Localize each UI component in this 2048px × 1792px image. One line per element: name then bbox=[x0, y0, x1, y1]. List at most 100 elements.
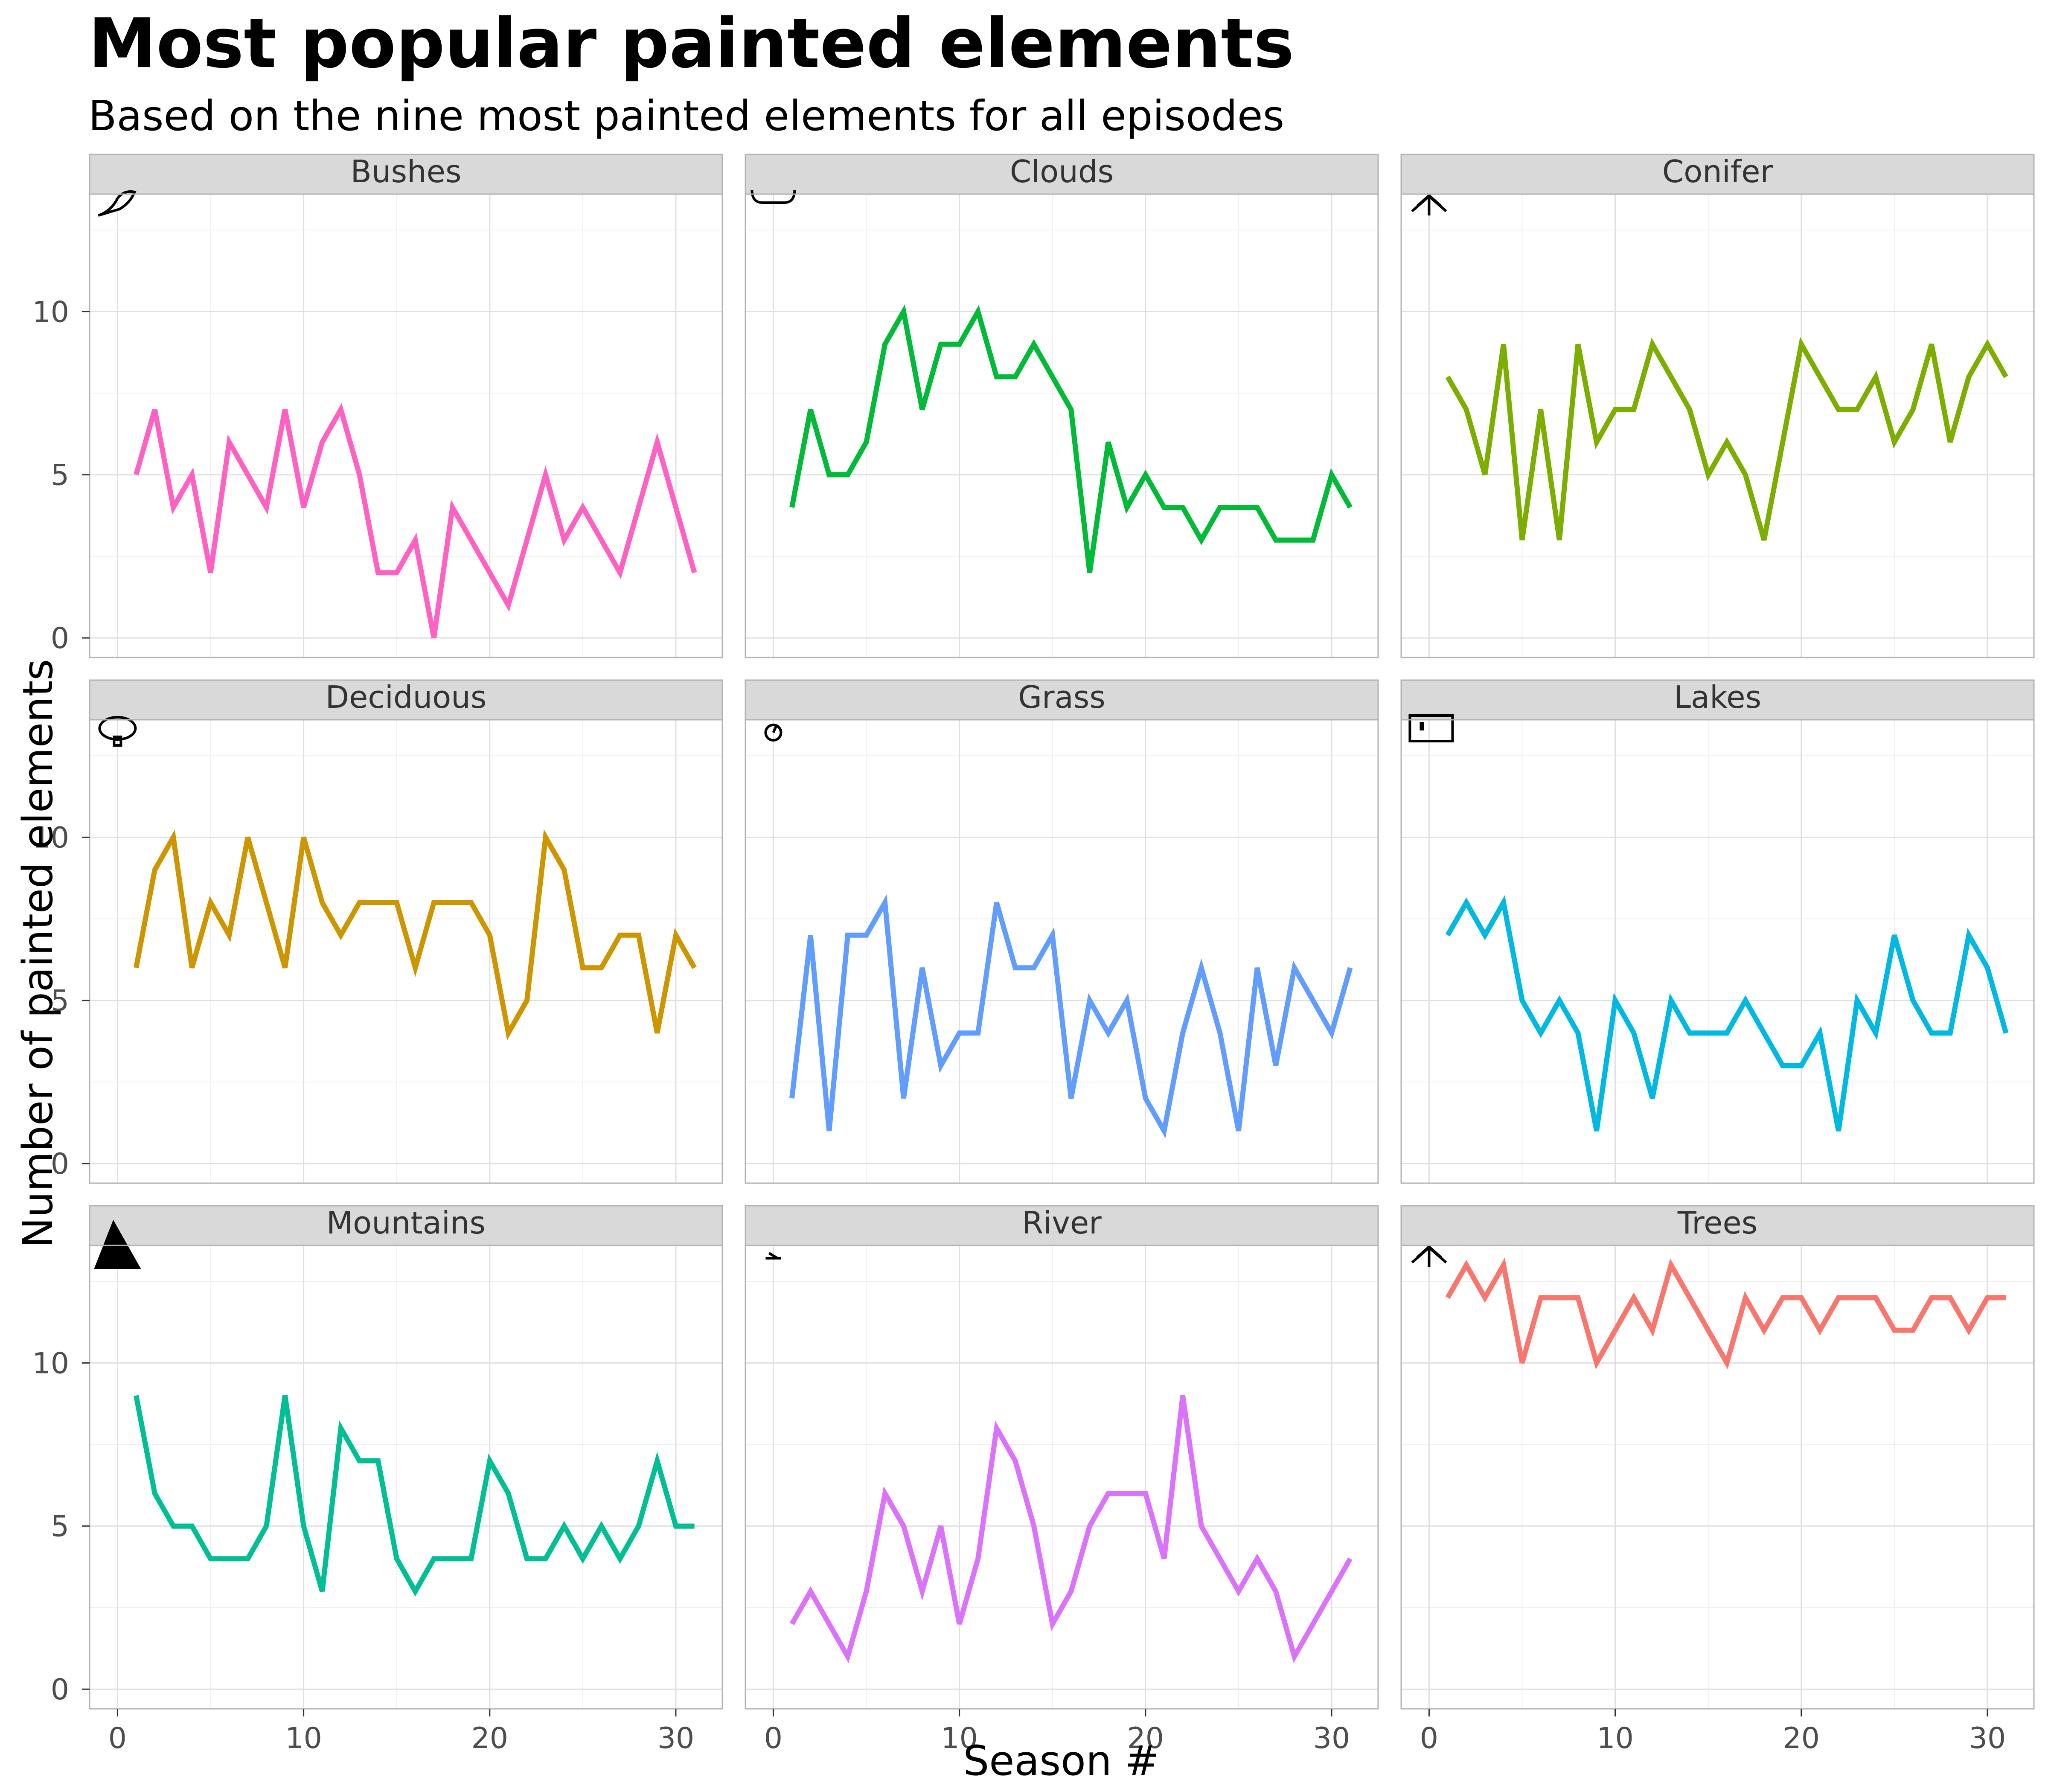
data-point bbox=[674, 1524, 678, 1528]
data-point bbox=[1707, 473, 1710, 477]
data-point bbox=[1967, 934, 1970, 937]
tree-icon bbox=[1411, 1245, 1447, 1267]
data-point bbox=[1893, 1329, 1896, 1332]
panel-background bbox=[745, 720, 1378, 1183]
data-point bbox=[655, 440, 659, 444]
data-point bbox=[246, 1557, 250, 1560]
x-tick-label: 10 bbox=[1597, 1722, 1634, 1755]
data-point bbox=[1330, 473, 1333, 477]
data-point bbox=[1502, 343, 1505, 346]
x-tick-label: 30 bbox=[657, 1722, 695, 1755]
data-point bbox=[506, 604, 510, 607]
data-point bbox=[1651, 343, 1654, 346]
data-point bbox=[1032, 1524, 1036, 1528]
panel-background bbox=[90, 194, 722, 657]
data-point bbox=[1293, 538, 1296, 542]
data-point bbox=[562, 538, 566, 542]
panel-border bbox=[89, 1245, 723, 1710]
data-point bbox=[902, 310, 905, 313]
data-point bbox=[790, 1622, 794, 1626]
data-point bbox=[920, 408, 924, 411]
data-point bbox=[846, 1655, 849, 1658]
series-line-trees bbox=[1445, 1257, 2006, 1370]
data-point bbox=[544, 473, 547, 477]
data-point bbox=[544, 1557, 547, 1560]
data-point bbox=[1274, 538, 1277, 542]
data-point bbox=[655, 1031, 659, 1035]
data-point bbox=[790, 506, 794, 509]
data-point bbox=[153, 1492, 157, 1495]
data-point bbox=[1781, 1064, 1784, 1068]
data-point bbox=[1688, 1296, 1691, 1299]
data-point bbox=[1293, 1655, 1296, 1658]
data-point bbox=[1446, 375, 1449, 378]
x-tick-label: 10 bbox=[285, 1722, 322, 1755]
data-point bbox=[1311, 538, 1315, 542]
data-point bbox=[358, 901, 361, 904]
data-point bbox=[469, 1557, 473, 1560]
data-point bbox=[1107, 1492, 1110, 1495]
data-point bbox=[1125, 1492, 1129, 1495]
data-point bbox=[1818, 1329, 1821, 1332]
data-point bbox=[958, 343, 961, 346]
data-point bbox=[1763, 1031, 1766, 1035]
x-tick-label: 0 bbox=[1420, 1722, 1438, 1755]
data-point bbox=[376, 901, 380, 904]
data-point bbox=[1521, 1361, 1524, 1364]
data-point bbox=[1967, 375, 1970, 378]
data-point bbox=[134, 966, 138, 969]
data-point bbox=[190, 1524, 194, 1528]
data-point bbox=[618, 571, 622, 574]
facet-panels: Bushes 0 5 10 Clouds Conifer Deciduous 0 5 10 Gras… bbox=[32, 154, 2035, 1755]
data-point bbox=[1483, 934, 1487, 937]
data-point bbox=[1446, 1296, 1449, 1299]
data-point bbox=[1688, 1031, 1691, 1035]
data-point bbox=[1013, 966, 1017, 969]
data-point bbox=[413, 538, 417, 542]
data-point bbox=[1125, 999, 1129, 1002]
data-point bbox=[1311, 999, 1315, 1002]
data-point bbox=[902, 1524, 905, 1528]
data-point bbox=[1967, 1329, 1970, 1332]
data-point bbox=[395, 1557, 399, 1560]
data-point bbox=[376, 1459, 380, 1463]
data-point bbox=[809, 408, 812, 411]
data-point bbox=[995, 1426, 998, 1430]
y-tick-label: 5 bbox=[51, 1510, 69, 1544]
data-point bbox=[1930, 343, 1933, 346]
data-point bbox=[1856, 408, 1859, 411]
data-point bbox=[1837, 1129, 1840, 1133]
data-point bbox=[883, 901, 887, 904]
x-tick-label: 20 bbox=[1127, 1722, 1164, 1755]
data-point bbox=[209, 571, 212, 574]
data-point bbox=[618, 934, 622, 937]
data-point bbox=[1595, 1361, 1598, 1364]
grass-icon bbox=[764, 724, 783, 742]
panel-border bbox=[1400, 719, 2035, 1184]
data-point bbox=[1558, 538, 1561, 542]
y-tick-label: 5 bbox=[51, 984, 69, 1018]
data-point bbox=[488, 1459, 492, 1463]
data-point bbox=[1930, 1296, 1933, 1299]
data-point bbox=[432, 1557, 436, 1560]
data-point bbox=[637, 934, 640, 937]
data-point bbox=[1763, 538, 1766, 542]
data-point bbox=[1893, 440, 1896, 444]
data-point bbox=[172, 1524, 175, 1528]
facet-strip bbox=[89, 154, 723, 195]
data-point bbox=[865, 1590, 868, 1593]
data-point bbox=[1125, 506, 1129, 509]
data-point bbox=[1200, 538, 1203, 542]
data-point bbox=[488, 934, 492, 937]
data-point bbox=[674, 506, 678, 509]
data-point bbox=[1255, 506, 1259, 509]
facet-strip-label: Clouds bbox=[1010, 154, 1114, 189]
panel-border bbox=[745, 1245, 1379, 1710]
data-point bbox=[1502, 1263, 1505, 1267]
y-tick-label: 0 bbox=[51, 1147, 69, 1181]
data-point bbox=[1088, 999, 1091, 1002]
data-point bbox=[1330, 1031, 1333, 1035]
data-point bbox=[1088, 571, 1091, 574]
data-point bbox=[1744, 999, 1747, 1002]
